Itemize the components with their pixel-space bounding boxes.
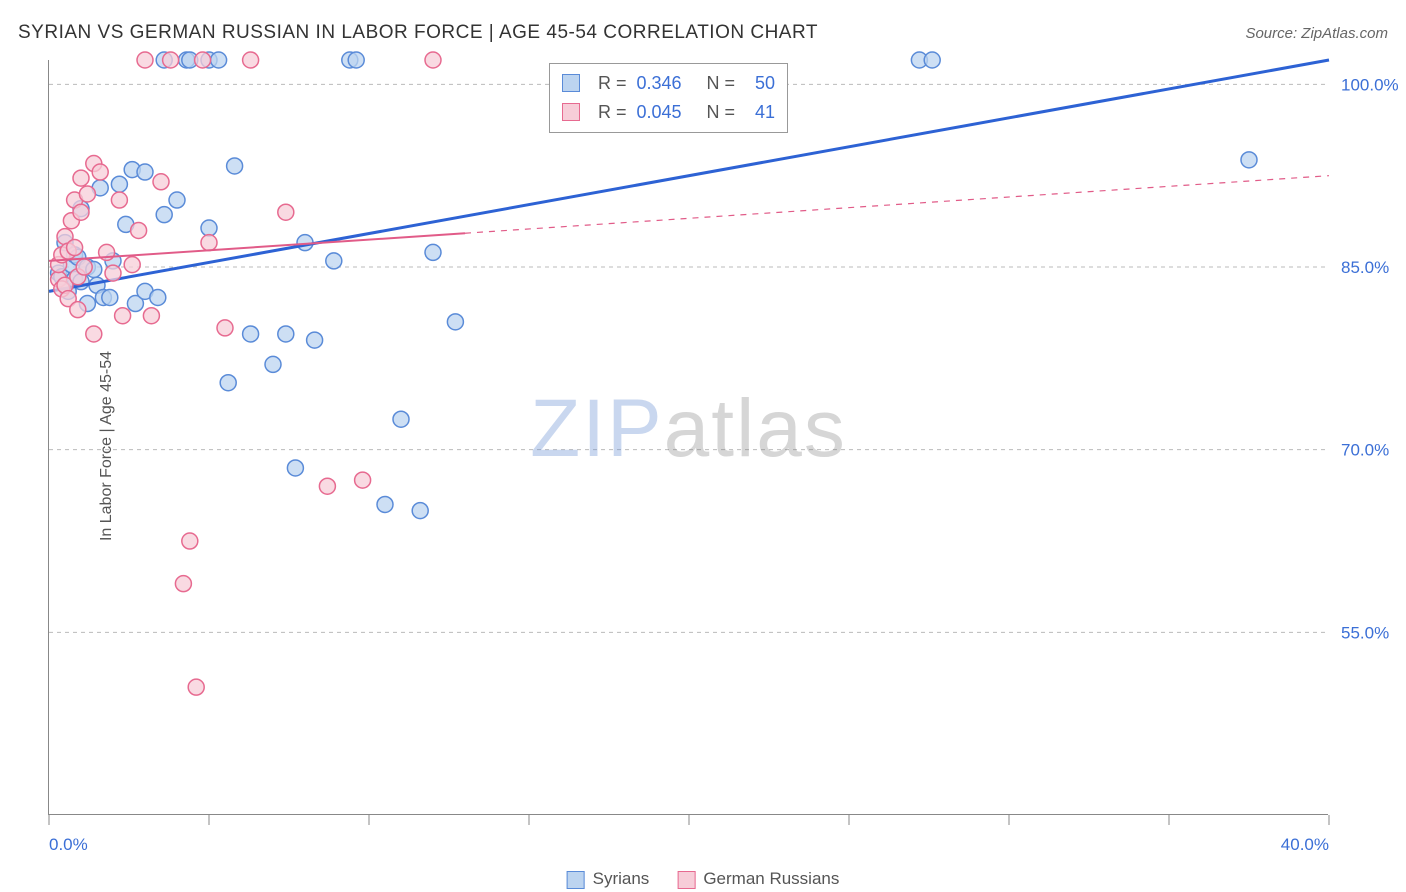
data-point [425,244,441,260]
legend-n-value: 41 [745,98,775,127]
data-point [278,204,294,220]
data-point [201,235,217,251]
legend-swatch [562,74,580,92]
title-bar: SYRIAN VS GERMAN RUSSIAN IN LABOR FORCE … [18,22,1388,44]
data-point [227,158,243,174]
data-point [319,478,335,494]
legend-n-label: N = [707,69,736,98]
data-point [220,375,236,391]
trend-line-dashed [465,176,1329,234]
data-point [153,174,169,190]
plot-svg: 55.0%70.0%85.0%100.0%0.0%40.0% [49,60,1329,815]
legend-swatch [677,871,695,889]
data-point [137,164,153,180]
plot-area: 55.0%70.0%85.0%100.0%0.0%40.0% ZIPatlas … [48,60,1328,815]
correlation-legend: R = 0.346 N = 50 R = 0.045 N = 41 [549,63,788,133]
data-point [111,176,127,192]
data-point [307,332,323,348]
y-tick-label: 55.0% [1341,623,1389,642]
y-tick-label: 85.0% [1341,258,1389,277]
data-point [393,411,409,427]
data-point [326,253,342,269]
data-point [447,314,463,330]
data-point [150,289,166,305]
data-point [195,52,211,68]
data-point [348,52,364,68]
data-point [287,460,303,476]
y-tick-label: 100.0% [1341,75,1399,94]
data-point [73,204,89,220]
data-point [137,52,153,68]
data-point [425,52,441,68]
x-tick-label: 40.0% [1281,835,1329,854]
data-point [115,308,131,324]
legend-swatch [562,103,580,121]
legend-row: R = 0.045 N = 41 [562,98,775,127]
data-point [278,326,294,342]
data-point [188,679,204,695]
data-point [124,257,140,273]
source-attribution: Source: ZipAtlas.com [1245,25,1388,42]
legend-n-label: N = [707,98,736,127]
data-point [79,186,95,202]
data-point [156,207,172,223]
data-point [265,356,281,372]
data-point [86,326,102,342]
data-point [924,52,940,68]
data-point [105,265,121,281]
series-legend: Syrians German Russians [567,869,840,889]
data-point [201,220,217,236]
data-point [102,289,118,305]
legend-r-value: 0.045 [637,98,697,127]
chart-title: SYRIAN VS GERMAN RUSSIAN IN LABOR FORCE … [18,22,818,44]
data-point [243,52,259,68]
data-point [76,259,92,275]
x-tick-label: 0.0% [49,835,88,854]
series-legend-item: Syrians [567,869,650,889]
series-legend-label: Syrians [593,869,650,888]
legend-row: R = 0.346 N = 50 [562,69,775,98]
data-point [131,222,147,238]
series-legend-item: German Russians [677,869,839,889]
data-point [412,503,428,519]
data-point [73,170,89,186]
data-point [377,496,393,512]
legend-r-value: 0.346 [637,69,697,98]
data-point [211,52,227,68]
data-point [182,533,198,549]
chart-container: SYRIAN VS GERMAN RUSSIAN IN LABOR FORCE … [0,0,1406,892]
data-point [243,326,259,342]
series-legend-label: German Russians [703,869,839,888]
legend-r-label: R = [598,98,627,127]
data-point [175,576,191,592]
legend-swatch [567,871,585,889]
data-point [67,240,83,256]
data-point [355,472,371,488]
data-point [163,52,179,68]
data-point [111,192,127,208]
data-point [70,302,86,318]
data-point [1241,152,1257,168]
y-tick-label: 70.0% [1341,441,1389,460]
data-point [92,164,108,180]
data-point [169,192,185,208]
legend-r-label: R = [598,69,627,98]
data-point [217,320,233,336]
data-point [143,308,159,324]
legend-n-value: 50 [745,69,775,98]
